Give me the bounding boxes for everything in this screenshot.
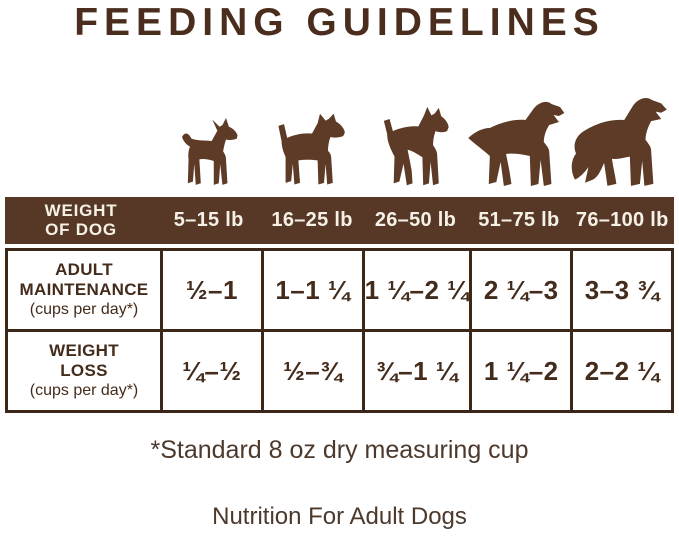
header-weight-range-4: 51–75 lb — [478, 209, 560, 231]
weight-loss-16-25lb: ½–¾ — [260, 329, 362, 410]
row-label-note: (cups per day*) — [29, 301, 139, 319]
header-weight-range-5: 76–100 lb — [575, 209, 669, 231]
weight-loss-26-50lb: ¾–1 ¼ — [361, 329, 470, 410]
feeding-table-body: ADULT MAINTENANCE (cups per day*) ½–1 1–… — [5, 248, 674, 413]
header-weight-range-2: 16–25 lb — [271, 209, 353, 231]
adult-maintenance-26-50lb: 1 ¼–2 ¼ — [361, 251, 470, 329]
row-label-line1: WEIGHT — [49, 341, 119, 361]
row-label-line2: LOSS — [60, 361, 108, 381]
row-label-weight-loss: WEIGHT LOSS (cups per day*) — [8, 329, 160, 410]
header-weight-of-dog-line1: WEIGHT — [44, 200, 118, 220]
table-header-row: WEIGHT OF DOG 5–15 lb 16–25 lb 26–50 lb … — [5, 197, 674, 244]
mountain-dog-icon — [571, 98, 667, 186]
header-weight-of-dog: WEIGHT OF DOG — [5, 200, 157, 239]
row-label-line1: ADULT — [55, 260, 113, 280]
page-title: FEEDING GUIDELINES — [74, 1, 605, 44]
rottweiler-icon — [468, 101, 565, 186]
row-label-line2: MAINTENANCE — [19, 280, 149, 300]
chihuahua-icon — [182, 118, 238, 185]
adult-maintenance-5-15lb: ½–1 — [160, 251, 261, 329]
adult-maintenance-51-75lb: 2 ¼–3 — [469, 251, 570, 329]
boxer-icon — [383, 106, 449, 186]
row-label-adult-maintenance: ADULT MAINTENANCE (cups per day*) — [8, 251, 160, 329]
weight-loss-76-100lb: 2–2 ¼ — [570, 329, 671, 410]
header-weight-of-dog-line2: OF DOG — [45, 219, 117, 239]
row-label-note: (cups per day*) — [29, 382, 139, 400]
terrier-icon — [278, 113, 345, 185]
weight-loss-51-75lb: 1 ¼–2 — [469, 329, 571, 410]
header-weight-range-1: 5–15 lb — [173, 209, 244, 231]
nutrition-caption: Nutrition For Adult Dogs — [212, 503, 467, 530]
header-weight-range-3: 26–50 lb — [374, 209, 457, 231]
measuring-cup-footnote: *Standard 8 oz dry measuring cup — [150, 436, 529, 464]
adult-maintenance-76-100lb: 3–3 ¾ — [570, 251, 671, 329]
weight-loss-5-15lb: ¼–½ — [160, 329, 261, 410]
adult-maintenance-16-25lb: 1–1 ¼ — [260, 251, 362, 329]
